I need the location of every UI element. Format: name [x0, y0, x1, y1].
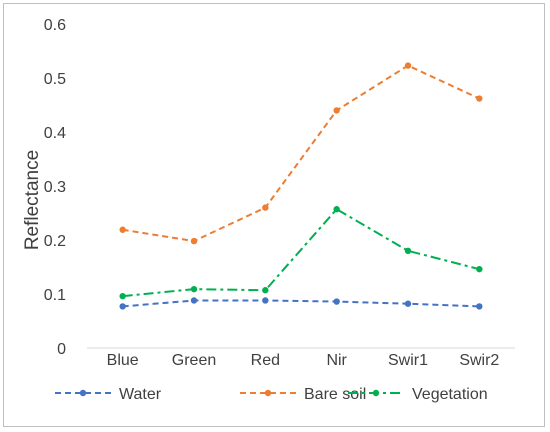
data-point [119, 292, 126, 300]
data-point [190, 297, 198, 304]
legend-marker [264, 389, 272, 397]
legend-marker [372, 389, 380, 397]
y-tick-label: 0 [57, 341, 66, 358]
legend-label: Vegetation [412, 386, 488, 403]
legend-item: Bare soil [240, 386, 366, 403]
series-bare-soil [119, 62, 483, 245]
y-tick-label: 0.4 [44, 125, 66, 142]
y-axis-title: Reflectance [22, 150, 43, 250]
legend-item: Water [55, 386, 162, 403]
data-point [476, 265, 483, 273]
data-point [333, 206, 340, 213]
data-point [262, 297, 269, 304]
y-tick-label: 0.6 [44, 17, 66, 34]
data-point [190, 237, 198, 245]
legend-item: Vegetation [348, 386, 488, 403]
y-tick-labels: 0 0.1 0.2 0.3 0.4 0.5 0.6 [44, 17, 66, 358]
legend-label: Bare soil [304, 386, 366, 403]
x-tick-label: Blue [107, 352, 139, 369]
y-axis-title-group: Reflectance [22, 150, 43, 250]
legend-marker [79, 389, 87, 397]
series-group [119, 62, 483, 310]
data-point [119, 226, 126, 233]
x-tick-label: Swir1 [388, 352, 428, 369]
series-line [122, 299, 480, 308]
data-point [119, 303, 126, 310]
x-tick-label: Green [172, 352, 216, 369]
data-point [262, 204, 269, 211]
legend-label: Water [119, 386, 162, 403]
series-line [122, 207, 480, 298]
x-tick-label: Swir2 [459, 352, 499, 369]
data-point [333, 298, 340, 305]
y-tick-label: 0.3 [44, 179, 66, 196]
x-tick-label: Nir [326, 352, 347, 369]
data-point [476, 95, 483, 102]
data-point [404, 247, 412, 254]
data-point [333, 107, 340, 114]
x-tick-label: Red [251, 352, 280, 369]
y-tick-label: 0.1 [44, 287, 66, 304]
y-tick-label: 0.2 [44, 233, 66, 250]
data-point [190, 285, 198, 293]
data-point [476, 303, 483, 310]
series-line [122, 64, 480, 243]
legend: Water Bare soil Vegetation [55, 386, 488, 403]
y-tick-label: 0.5 [44, 71, 66, 88]
series-water [119, 297, 483, 310]
data-point [404, 62, 412, 69]
chart-frame [3, 3, 545, 427]
data-point [404, 300, 412, 307]
x-tick-labels: Blue Green Red Nir Swir1 Swir2 [107, 352, 500, 369]
series-vegetation [119, 206, 483, 300]
data-point [262, 287, 269, 294]
